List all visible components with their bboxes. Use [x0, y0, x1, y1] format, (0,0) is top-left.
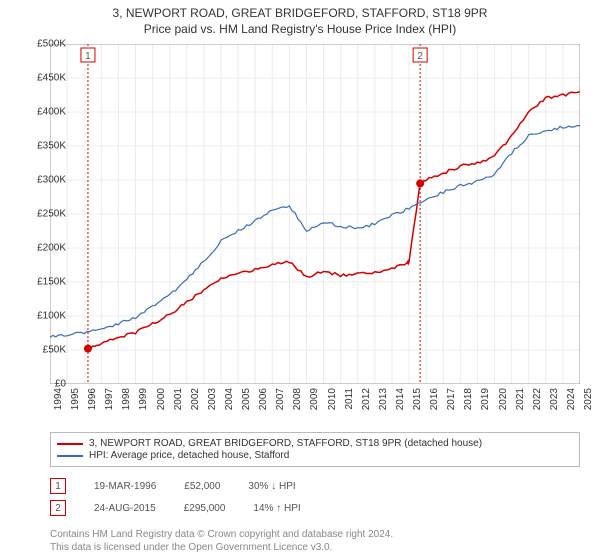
chart-title-line2: Price paid vs. HM Land Registry's House … — [0, 22, 600, 36]
footer-line1: Contains HM Land Registry data © Crown c… — [50, 528, 393, 541]
y-tick-label: £50K — [22, 345, 66, 356]
event-date-1: 19-MAR-1996 — [94, 481, 156, 492]
y-tick-label: £250K — [22, 209, 66, 220]
y-tick-label: £100K — [22, 311, 66, 322]
svg-text:2: 2 — [417, 51, 423, 62]
x-tick-label: 2006 — [258, 388, 269, 410]
x-tick-label: 2015 — [412, 388, 423, 410]
footer-line2: This data is licensed under the Open Gov… — [50, 541, 393, 554]
legend-swatch-property — [57, 443, 83, 445]
x-tick-label: 2019 — [480, 388, 491, 410]
legend-swatch-hpi — [57, 455, 83, 457]
x-tick-label: 2012 — [361, 388, 372, 410]
legend-row-hpi: HPI: Average price, detached house, Staf… — [57, 450, 573, 461]
event-row-1: 1 19-MAR-1996 £52,000 30% ↓ HPI — [50, 478, 580, 494]
chart-title-line1: 3, NEWPORT ROAD, GREAT BRIDGEFORD, STAFF… — [0, 6, 600, 20]
x-tick-label: 2017 — [446, 388, 457, 410]
event-price-1: £52,000 — [184, 481, 220, 492]
x-tick-label: 2016 — [429, 388, 440, 410]
x-tick-label: 2022 — [532, 388, 543, 410]
y-tick-label: £300K — [22, 175, 66, 186]
x-tick-label: 2021 — [515, 388, 526, 410]
event-row-2: 2 24-AUG-2015 £295,000 14% ↑ HPI — [50, 500, 580, 516]
chart-svg: 12 — [50, 44, 580, 384]
x-tick-label: 2007 — [275, 388, 286, 410]
x-tick-label: 2005 — [241, 388, 252, 410]
x-tick-label: 1998 — [121, 388, 132, 410]
x-tick-label: 2018 — [463, 388, 474, 410]
y-tick-label: £450K — [22, 73, 66, 84]
chart-area: 12 — [50, 44, 580, 384]
x-tick-label: 2002 — [190, 388, 201, 410]
x-tick-label: 1994 — [53, 388, 64, 410]
x-tick-label: 2009 — [309, 388, 320, 410]
x-tick-label: 2014 — [395, 388, 406, 410]
footer-text: Contains HM Land Registry data © Crown c… — [50, 528, 393, 554]
legend-text-property: 3, NEWPORT ROAD, GREAT BRIDGEFORD, STAFF… — [89, 438, 482, 449]
event-marker-1: 1 — [50, 478, 66, 494]
event-delta-1: 30% ↓ HPI — [248, 481, 295, 492]
event-marker-2: 2 — [50, 500, 66, 516]
title-block: 3, NEWPORT ROAD, GREAT BRIDGEFORD, STAFF… — [0, 0, 600, 36]
x-tick-label: 1997 — [104, 388, 115, 410]
x-tick-label: 2004 — [224, 388, 235, 410]
x-tick-label: 2011 — [344, 388, 355, 410]
y-tick-label: £400K — [22, 107, 66, 118]
y-tick-label: £150K — [22, 277, 66, 288]
x-tick-label: 2008 — [292, 388, 303, 410]
x-tick-label: 1996 — [87, 388, 98, 410]
x-tick-label: 2003 — [207, 388, 218, 410]
y-tick-label: £350K — [22, 141, 66, 152]
x-tick-label: 2025 — [583, 388, 594, 410]
y-tick-label: £200K — [22, 243, 66, 254]
y-tick-label: £500K — [22, 39, 66, 50]
event-date-2: 24-AUG-2015 — [94, 503, 156, 514]
event-price-2: £295,000 — [184, 503, 226, 514]
x-tick-label: 1999 — [138, 388, 149, 410]
legend-box: 3, NEWPORT ROAD, GREAT BRIDGEFORD, STAFF… — [50, 432, 580, 467]
legend-text-hpi: HPI: Average price, detached house, Staf… — [89, 450, 289, 461]
x-tick-label: 1995 — [70, 388, 81, 410]
x-tick-label: 2001 — [173, 388, 184, 410]
svg-text:1: 1 — [85, 51, 91, 62]
x-tick-label: 2023 — [549, 388, 560, 410]
x-tick-label: 2000 — [156, 388, 167, 410]
legend-row-property: 3, NEWPORT ROAD, GREAT BRIDGEFORD, STAFF… — [57, 438, 573, 449]
x-tick-label: 2010 — [327, 388, 338, 410]
event-delta-2: 14% ↑ HPI — [253, 503, 300, 514]
chart-container: 3, NEWPORT ROAD, GREAT BRIDGEFORD, STAFF… — [0, 0, 600, 560]
x-tick-label: 2020 — [498, 388, 509, 410]
x-tick-label: 2024 — [566, 388, 577, 410]
x-tick-label: 2013 — [378, 388, 389, 410]
